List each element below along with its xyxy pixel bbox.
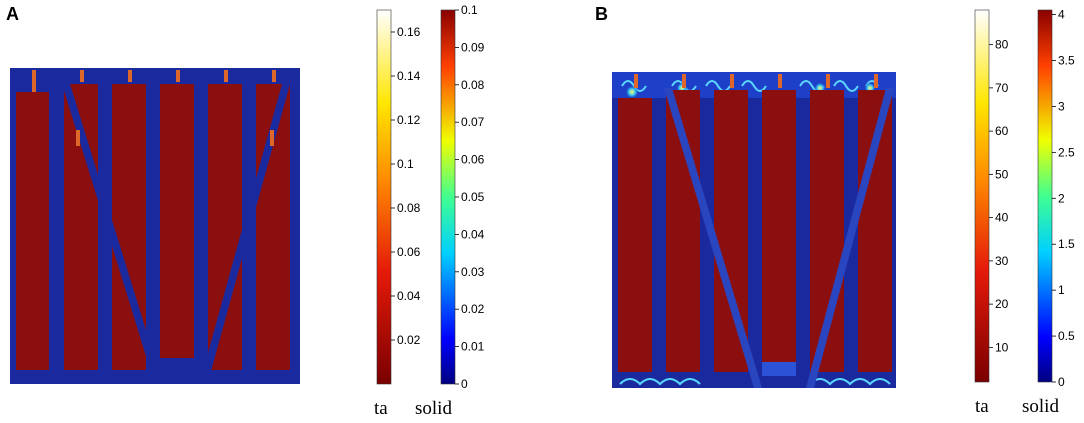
panel-a-label: A <box>6 4 19 24</box>
colorbar-tick-label: 0.02 <box>461 302 485 316</box>
panel-b-label: B <box>595 4 608 24</box>
panel-b: B <box>595 4 1075 417</box>
panel-a-solid-gradient <box>440 9 456 385</box>
colorbar-tick-label: 3 <box>1058 99 1065 113</box>
panel-a: A 0.16 0.14 0.12 0.1 0.08 <box>6 3 485 419</box>
panel-b-strut <box>664 88 762 388</box>
panel-a-solid-title: solid <box>415 398 452 419</box>
panel-b-solid-gradient <box>1037 9 1053 383</box>
colorbar-tick-label: 40 <box>995 211 1009 225</box>
colorbar-tick-label: 0.16 <box>397 25 421 39</box>
panel-a-colorbar-ta: 0.16 0.14 0.12 0.1 0.08 0.06 0.04 0.02 ta <box>374 9 421 419</box>
colorbar-tick-label: 0.04 <box>397 289 421 303</box>
colorbar-tick-label: 50 <box>995 167 1009 181</box>
colorbar-tick-label: 1 <box>1058 283 1065 297</box>
panel-a-strut <box>200 84 290 382</box>
colorbar-tick-label: 2 <box>1058 191 1065 205</box>
colorbar-tick-label: 0.08 <box>461 78 485 92</box>
panel-b-pillar <box>618 98 652 372</box>
colorbar-tick-label: 0.04 <box>461 227 485 241</box>
panel-a-ta-title: ta <box>374 398 388 419</box>
colorbar-tick-label: 60 <box>995 124 1009 138</box>
colorbar-tick-label: 30 <box>995 254 1009 268</box>
panel-a-ta-gradient <box>376 9 392 385</box>
colorbar-tick-label: 0 <box>1058 375 1065 389</box>
panel-a-simulation <box>10 68 300 384</box>
colorbar-tick-label: 10 <box>995 340 1009 354</box>
panel-b-solid-title: solid <box>1022 396 1059 417</box>
panel-a-pillar <box>16 92 49 370</box>
panel-b-pillar <box>762 90 796 362</box>
panel-a-solid-ticks: 0.1 0.09 0.08 0.07 0.06 0.05 0.04 0.03 0.02 0.01 0 <box>455 3 485 391</box>
panel-a-inlets <box>32 70 276 146</box>
colorbar-tick-label: 0.12 <box>397 113 421 127</box>
colorbar-tick-label: 0.05 <box>461 190 485 204</box>
colorbar-tick-label: 0.1 <box>461 3 478 17</box>
colorbar-tick-label: 0.03 <box>461 265 485 279</box>
colorbar-tick-label: 0 <box>461 377 468 391</box>
colorbar-tick-label: 0.14 <box>397 69 421 83</box>
colorbar-tick-label: 0.07 <box>461 115 485 129</box>
colorbar-tick-label: 0.5 <box>1058 329 1075 343</box>
panel-a-colorbar-solid: 0.10.090.080.070.060.050.040.030.020.010… <box>415 3 485 419</box>
colorbar-tick-label: 20 <box>995 297 1009 311</box>
colorbar-tick-label: 80 <box>995 38 1009 52</box>
panel-b-ta-gradient <box>974 9 990 383</box>
panel-a-domain <box>10 68 300 384</box>
colorbar-tick-label: 0.01 <box>461 340 485 354</box>
panel-b-colorbar-solid: 4 3.5 3 2.5 2 1.5 1 0.5 0 solid <box>1022 8 1075 417</box>
colorbar-tick-label: 1.5 <box>1058 237 1075 251</box>
panel-b-center-glow <box>762 362 796 376</box>
colorbar-tick-label: 0.1 <box>397 157 414 171</box>
colorbar-tick-label: 4 <box>1058 8 1065 22</box>
colorbar-tick-label: 0.02 <box>397 333 421 347</box>
panel-a-pillar <box>208 84 242 370</box>
panel-b-colorbar-ta: 80 70 60 50 40 30 20 10 ta <box>974 9 1009 417</box>
panel-b-solid-ticks: 4 3.5 3 2.5 2 1.5 1 0.5 0 <box>1052 8 1075 389</box>
colorbar-tick-label: 70 <box>995 81 1009 95</box>
panel-b-inlets <box>634 74 878 88</box>
panel-b-ta-title: ta <box>975 396 989 417</box>
colorbar-tick-label: 0.06 <box>461 153 485 167</box>
panel-b-strut <box>806 88 894 388</box>
colorbar-tick-label: 0.06 <box>397 245 421 259</box>
colorbar-tick-label: 3.5 <box>1058 54 1075 68</box>
panel-b-ta-ticks: 80 70 60 50 40 30 20 10 <box>989 38 1009 354</box>
panel-a-strut <box>62 84 162 382</box>
colorbar-tick-label: 0.09 <box>461 40 485 54</box>
colorbar-tick-label: 0.08 <box>397 201 421 215</box>
panel-a-pillar <box>160 84 194 358</box>
panel-a-ta-ticks: 0.16 0.14 0.12 0.1 0.08 0.06 0.04 0.02 <box>391 25 421 347</box>
panel-b-simulation <box>612 72 896 388</box>
colorbar-tick-label: 2.5 <box>1058 145 1075 159</box>
